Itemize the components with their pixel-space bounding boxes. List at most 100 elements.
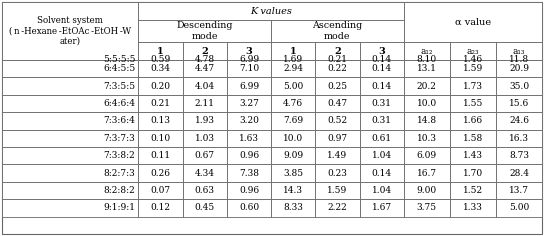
Text: 0.13: 0.13	[151, 116, 170, 125]
Text: 8.73: 8.73	[509, 151, 529, 160]
Text: 0.34: 0.34	[151, 64, 170, 73]
Bar	[404, 130, 450, 147]
Bar	[138, 164, 183, 182]
Text: 4.34: 4.34	[195, 169, 215, 178]
Bar	[496, 112, 542, 130]
Text: 7:3:8:2: 7:3:8:2	[104, 151, 135, 160]
Text: 1.04: 1.04	[372, 186, 392, 195]
Bar	[183, 182, 227, 199]
Bar	[404, 182, 450, 199]
Bar	[227, 60, 271, 77]
Bar	[183, 42, 227, 60]
Bar	[404, 42, 450, 60]
Bar	[227, 199, 271, 217]
Text: 8.10: 8.10	[417, 55, 437, 64]
Bar	[227, 147, 271, 164]
Text: 10.3: 10.3	[417, 134, 437, 143]
Bar	[138, 20, 271, 42]
Text: 2.11: 2.11	[195, 99, 215, 108]
Text: 8:2:7:3: 8:2:7:3	[104, 169, 135, 178]
Text: 3.85: 3.85	[283, 169, 303, 178]
Bar	[183, 130, 227, 147]
Text: 1.33: 1.33	[463, 203, 483, 212]
Bar	[138, 77, 183, 95]
Text: 0.14: 0.14	[372, 64, 392, 73]
Text: 3: 3	[378, 46, 385, 55]
Bar	[450, 147, 496, 164]
Text: 7:3:7:3: 7:3:7:3	[104, 134, 135, 143]
Bar	[271, 95, 316, 112]
Bar	[138, 2, 404, 20]
Text: 7:3:6:4: 7:3:6:4	[103, 116, 135, 125]
Text: 0.07: 0.07	[151, 186, 171, 195]
Bar	[404, 95, 450, 112]
Bar	[360, 60, 404, 77]
Bar	[496, 130, 542, 147]
Bar	[450, 199, 496, 217]
Bar	[360, 130, 404, 147]
Text: 1.04: 1.04	[372, 151, 392, 160]
Bar	[183, 77, 227, 95]
Text: 3: 3	[245, 46, 252, 55]
Text: 0.31: 0.31	[372, 116, 392, 125]
Text: 4.47: 4.47	[195, 64, 215, 73]
Text: 3.75: 3.75	[417, 203, 437, 212]
Bar	[360, 77, 404, 95]
Bar	[138, 182, 183, 199]
Text: 14.8: 14.8	[417, 116, 437, 125]
Bar	[271, 130, 316, 147]
Text: 10.0: 10.0	[283, 134, 303, 143]
Text: 1.43: 1.43	[463, 151, 483, 160]
Text: 0.25: 0.25	[327, 82, 348, 91]
Text: 0.61: 0.61	[372, 134, 392, 143]
Text: 6:4:6:4: 6:4:6:4	[103, 99, 135, 108]
Text: 1.52: 1.52	[463, 186, 483, 195]
Text: Solvent system
( n -Hexane -EtOAc -EtOH -W
ater): Solvent system ( n -Hexane -EtOAc -EtOH …	[9, 16, 131, 46]
Text: 0.11: 0.11	[151, 151, 171, 160]
Text: 1: 1	[157, 46, 164, 55]
Bar	[271, 42, 316, 60]
Text: 0.97: 0.97	[327, 134, 348, 143]
Text: 0.14: 0.14	[372, 169, 392, 178]
Text: 4.04: 4.04	[195, 82, 215, 91]
Bar	[496, 164, 542, 182]
Bar	[2, 199, 138, 217]
Bar	[450, 164, 496, 182]
Text: 0.60: 0.60	[239, 203, 259, 212]
Text: 0.23: 0.23	[327, 169, 348, 178]
Bar	[316, 60, 360, 77]
Bar	[450, 130, 496, 147]
Bar	[404, 60, 450, 77]
Text: 2.94: 2.94	[283, 64, 303, 73]
Bar	[183, 60, 227, 77]
Text: 1.70: 1.70	[463, 169, 483, 178]
Text: a₁₂: a₁₂	[421, 46, 433, 55]
Text: 0.59: 0.59	[150, 55, 171, 64]
Bar	[2, 182, 138, 199]
Text: 8.33: 8.33	[283, 203, 303, 212]
Bar	[227, 182, 271, 199]
Text: 5:5:5:5: 5:5:5:5	[103, 55, 135, 64]
Bar	[183, 95, 227, 112]
Text: 2.22: 2.22	[327, 203, 347, 212]
Text: 8:2:8:2: 8:2:8:2	[104, 186, 135, 195]
Text: 0.12: 0.12	[151, 203, 170, 212]
Bar	[316, 182, 360, 199]
Bar	[183, 112, 227, 130]
Text: 7.10: 7.10	[239, 64, 259, 73]
Bar	[2, 164, 138, 182]
Text: 14.3: 14.3	[283, 186, 303, 195]
Bar	[227, 112, 271, 130]
Text: 6.09: 6.09	[417, 151, 437, 160]
Bar	[138, 147, 183, 164]
Text: 15.6: 15.6	[509, 99, 529, 108]
Text: 0.52: 0.52	[327, 116, 348, 125]
Text: 7.69: 7.69	[283, 116, 303, 125]
Bar	[496, 147, 542, 164]
Bar	[138, 199, 183, 217]
Bar	[271, 182, 316, 199]
Text: 1.55: 1.55	[463, 99, 483, 108]
Bar	[2, 147, 138, 164]
Bar	[316, 130, 360, 147]
Bar	[183, 164, 227, 182]
